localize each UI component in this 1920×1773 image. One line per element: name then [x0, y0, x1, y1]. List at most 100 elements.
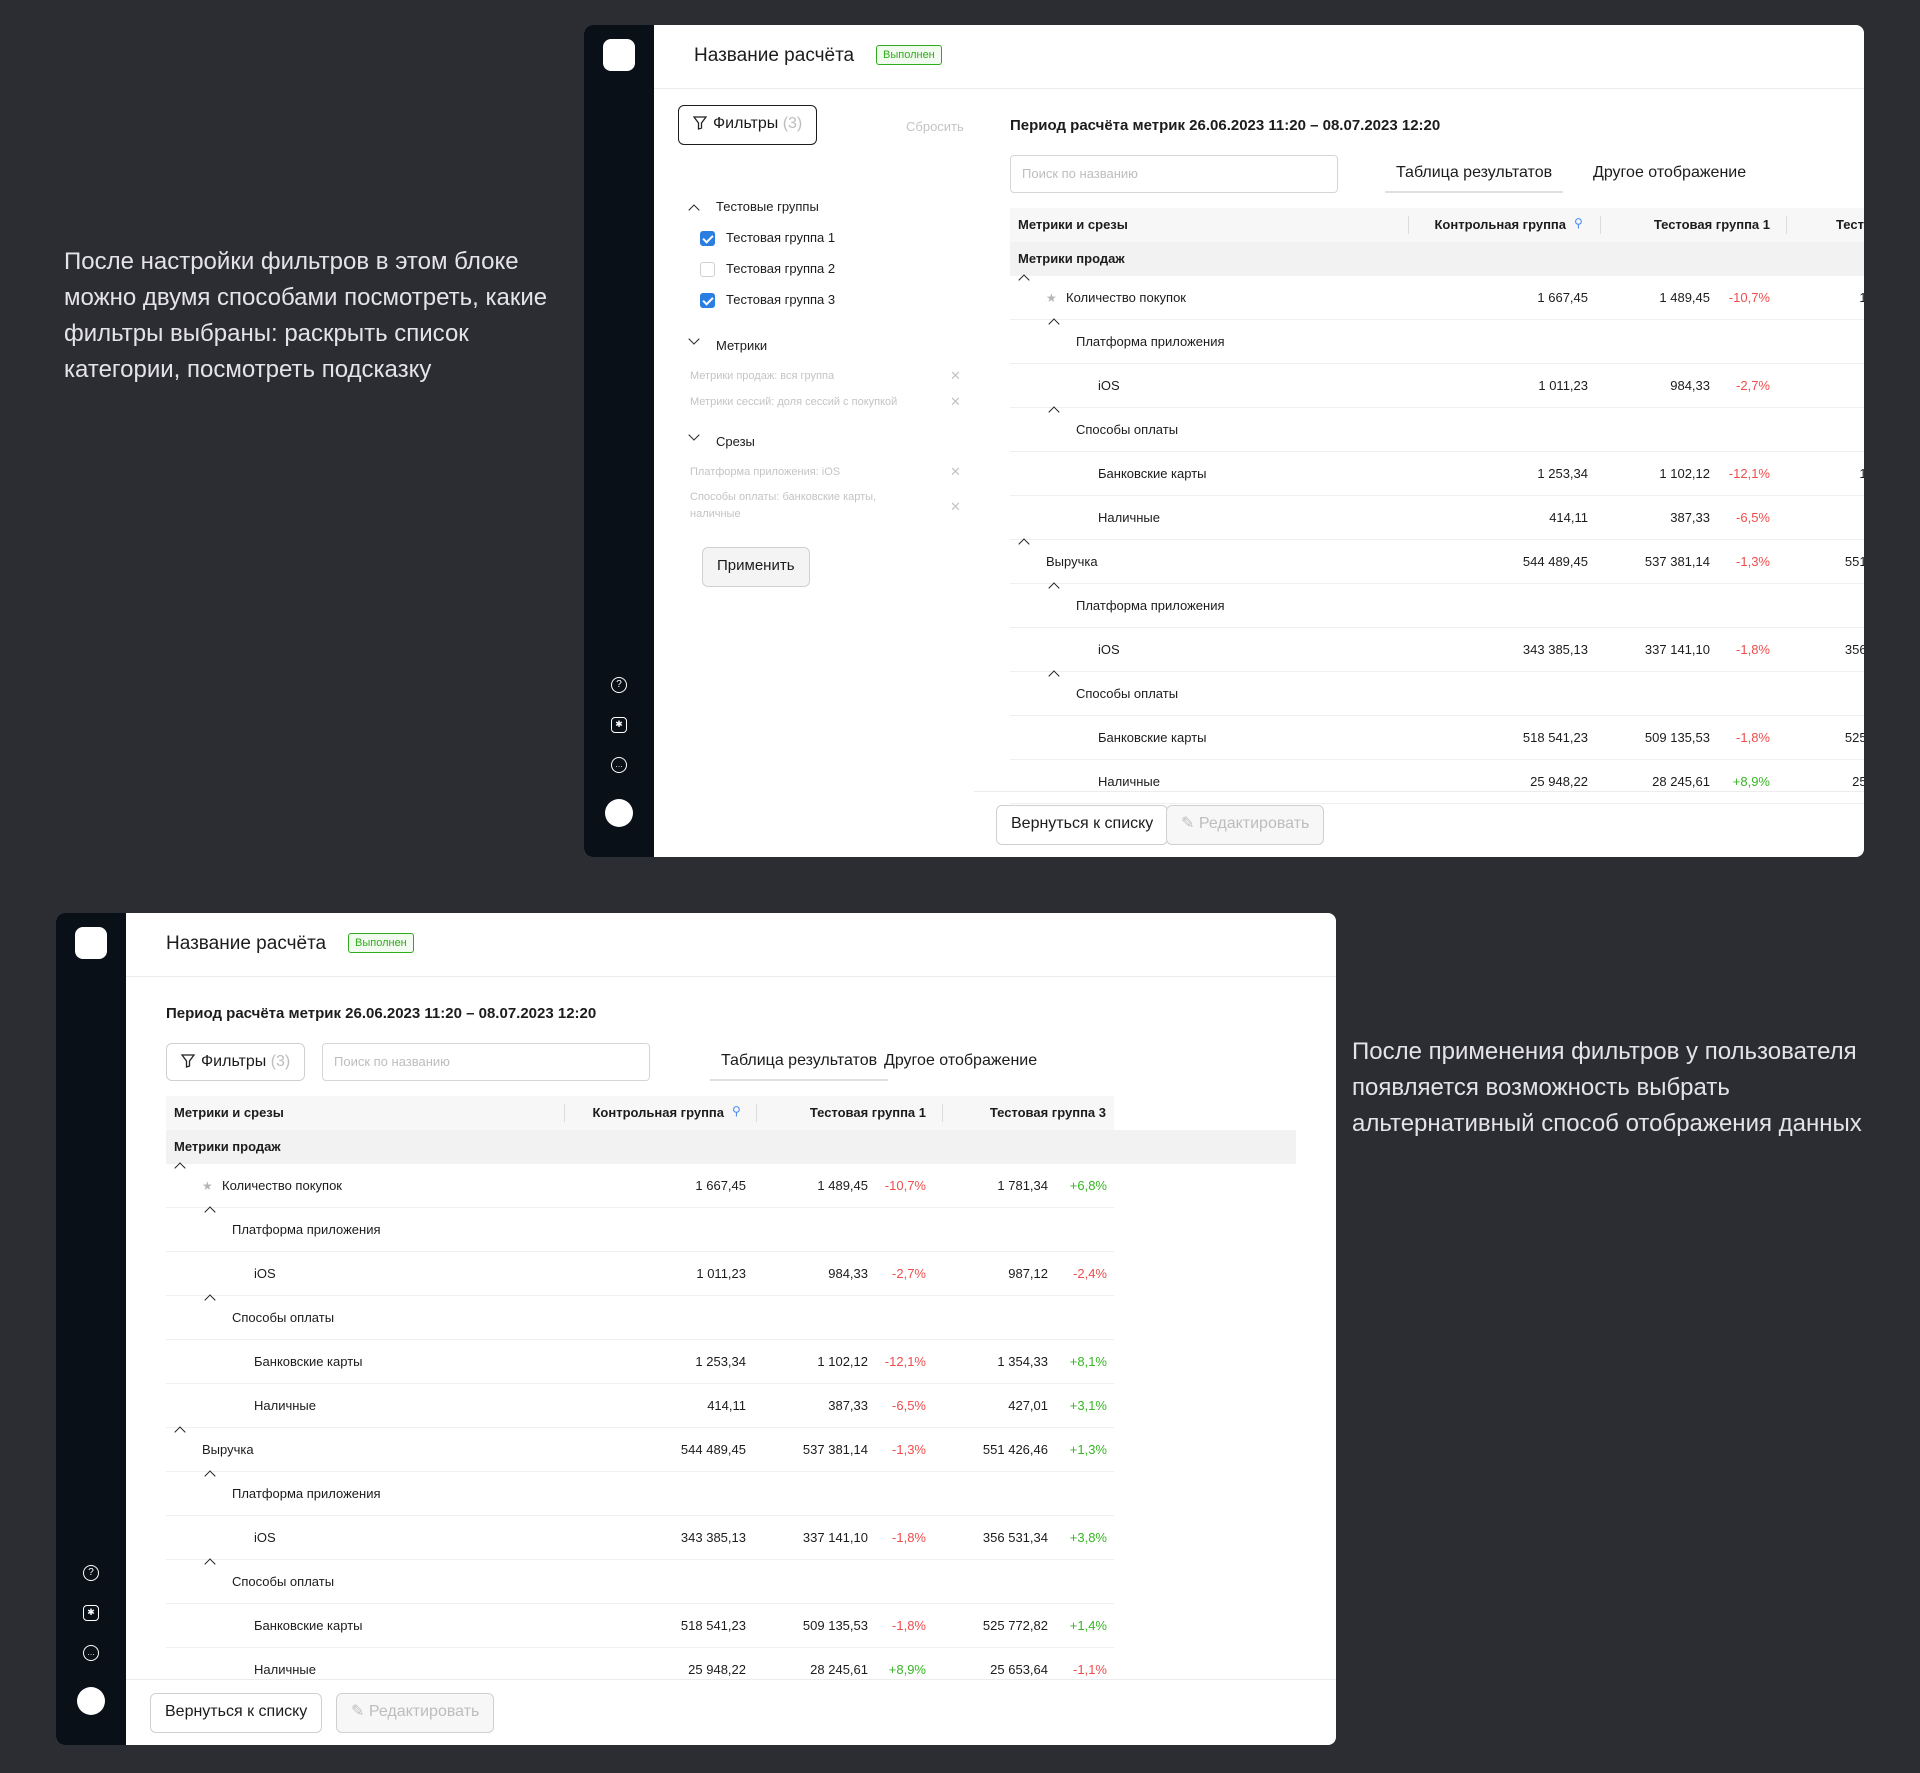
apply-button[interactable]: Применить [702, 547, 810, 587]
slices-title[interactable]: Срезы [716, 434, 755, 449]
filters-button[interactable]: Фильтры (3) [166, 1043, 306, 1081]
chevron-up-icon[interactable] [174, 1426, 186, 1438]
logo[interactable] [603, 39, 635, 71]
filter-icon [181, 1054, 195, 1068]
close-icon[interactable]: ✕ [950, 368, 961, 383]
filters-button[interactable]: Фильтры (3) [678, 105, 818, 145]
chevron-up-icon[interactable] [1048, 582, 1060, 594]
value-group-1: 387,33 [828, 1398, 868, 1413]
checkbox-group-3[interactable] [700, 293, 715, 308]
avatar[interactable] [77, 1687, 105, 1715]
side-rail: ? ✱ … [56, 913, 126, 1745]
chevron-up-icon[interactable] [174, 1162, 186, 1174]
table-row[interactable]: Наличные 25 948,22 28 245,61 +8,9% 25 653,64… [166, 1648, 1114, 1679]
star-icon[interactable]: ★ [202, 1179, 213, 1193]
value-control: 1 011,23 [696, 1266, 746, 1281]
back-button[interactable]: Вернуться к списку [150, 1693, 323, 1733]
tab-other-view[interactable]: Другое отображение [1593, 164, 1747, 181]
logo[interactable] [75, 927, 107, 959]
value-group-1: 387,33 [1670, 510, 1710, 525]
search-input[interactable]: Поиск по названию [1010, 155, 1338, 193]
table-row[interactable]: Способы оплаты [166, 1558, 1114, 1604]
star-icon[interactable]: ★ [1046, 291, 1057, 305]
table-row[interactable]: Способы оплаты [166, 1294, 1114, 1340]
table-row[interactable]: Выручка 544 489,45 537 381,14 -1,3% 551 426,… [166, 1426, 1114, 1472]
tab-results[interactable]: Таблица результатов [1385, 155, 1564, 193]
avatar[interactable] [605, 799, 633, 827]
delta-group-3: -1,1% [1073, 1662, 1107, 1677]
chevron-up-icon[interactable] [204, 1294, 216, 1306]
reset-button[interactable]: Сбросить [906, 119, 964, 134]
chevron-up-icon[interactable] [204, 1206, 216, 1218]
search-input[interactable]: Поиск по названию [322, 1043, 650, 1081]
chevron-up-icon[interactable] [204, 1558, 216, 1570]
chevron-up-icon[interactable] [1048, 318, 1060, 330]
row-label: Способы оплаты [232, 1310, 335, 1325]
close-icon[interactable]: ✕ [950, 394, 961, 409]
value-group-1: 509 135,53 [802, 1618, 868, 1633]
table-row[interactable]: ★ Количество покупок 1 667,45 1 489,45 -10,7… [166, 1162, 1114, 1208]
chat-icon[interactable]: … [83, 1645, 99, 1661]
bug-icon[interactable]: ✱ [611, 717, 627, 733]
value-group-3: 356 531,34 [982, 1530, 1048, 1545]
chevron-up-icon[interactable] [1048, 670, 1060, 682]
tab-results[interactable]: Таблица результатов [710, 1043, 889, 1081]
pin-icon[interactable]: ⚲ [732, 1104, 741, 1118]
table-row[interactable]: Способы оплаты [1010, 406, 1864, 452]
table-row[interactable]: Способы оплаты [1010, 670, 1864, 716]
bug-icon[interactable]: ✱ [83, 1605, 99, 1621]
chevron-down-icon[interactable] [688, 333, 700, 345]
col-separator [564, 1104, 565, 1122]
table-row[interactable]: Выручка 544 489,45 537 381,14 -1,3% 551 426,… [1010, 538, 1864, 584]
table-row[interactable]: Банковские карты 518 541,23 509 135,53 -1,8… [166, 1604, 1114, 1648]
value-control: 518 541,23 [1522, 730, 1588, 745]
chevron-up-icon[interactable] [1018, 274, 1030, 286]
edit-button[interactable]: ✎ Редактировать [336, 1693, 495, 1733]
close-icon[interactable]: ✕ [950, 464, 961, 479]
chevron-up-icon[interactable] [688, 204, 700, 216]
table-row[interactable]: Платформа приложения [166, 1206, 1114, 1252]
group-1-label: Тестовая группа 1 [726, 230, 836, 245]
edit-label: Редактировать [368, 1703, 480, 1720]
table-row[interactable]: Наличные 25 948,22 28 245,61 +8,9% 25 653,64… [1010, 760, 1864, 804]
value-control: 343 385,13 [680, 1530, 746, 1545]
chevron-up-icon[interactable] [1018, 538, 1030, 550]
checkbox-group-2[interactable] [700, 262, 715, 277]
window-filters-open: ? ✱ … Название расчёта Выполнен Фильтры … [584, 25, 1864, 857]
value-group-3: 525 772,82 [982, 1618, 1048, 1633]
chevron-up-icon[interactable] [204, 1470, 216, 1482]
table-row[interactable]: Платформа приложения [1010, 582, 1864, 628]
chevron-down-icon[interactable] [688, 429, 700, 441]
chat-icon[interactable]: … [611, 757, 627, 773]
metrics-title[interactable]: Метрики [716, 338, 768, 353]
groups-title[interactable]: Тестовые группы [716, 199, 819, 214]
checkbox-group-1[interactable] [700, 231, 715, 246]
table-row[interactable]: ★ Количество покупок 1 667,45 1 489,45 -10,7… [1010, 274, 1864, 320]
results-table: Метрики и срезы Контрольная группа ⚲ Тестов… [1010, 208, 1864, 808]
edit-button[interactable]: ✎ Редактировать [1166, 805, 1325, 845]
back-button[interactable]: Вернуться к списку [996, 805, 1169, 845]
filter-panel: Фильтры (3) Сбросить Тестовые группы Тес… [654, 89, 984, 857]
table-row[interactable]: Банковские карты 518 541,23 509 135,53 -1,8… [1010, 716, 1864, 760]
table-row[interactable]: Банковские карты 1 253,34 1 102,12 -12,1% 1 … [1010, 452, 1864, 496]
help-icon[interactable]: ? [611, 677, 627, 693]
pencil-icon: ✎ [351, 1703, 369, 1720]
main-content: Название расчёта Выполнен Период расчёта… [126, 913, 1336, 1745]
value-control: 414,11 [1549, 510, 1588, 525]
close-icon[interactable]: ✕ [950, 499, 961, 514]
table-row[interactable]: Платформа приложения [166, 1470, 1114, 1516]
help-icon[interactable]: ? [83, 1565, 99, 1581]
table-row[interactable]: Банковские карты 1 253,34 1 102,12 -12,1% 1 … [166, 1340, 1114, 1384]
table-row[interactable]: Платформа приложения [1010, 318, 1864, 364]
col-header-control: Контрольная группа [1434, 217, 1566, 232]
chevron-up-icon[interactable] [1048, 406, 1060, 418]
filters-label: Фильтры [713, 115, 779, 132]
tab-other-view[interactable]: Другое отображение [884, 1052, 1038, 1069]
pin-icon[interactable]: ⚲ [1574, 216, 1583, 230]
